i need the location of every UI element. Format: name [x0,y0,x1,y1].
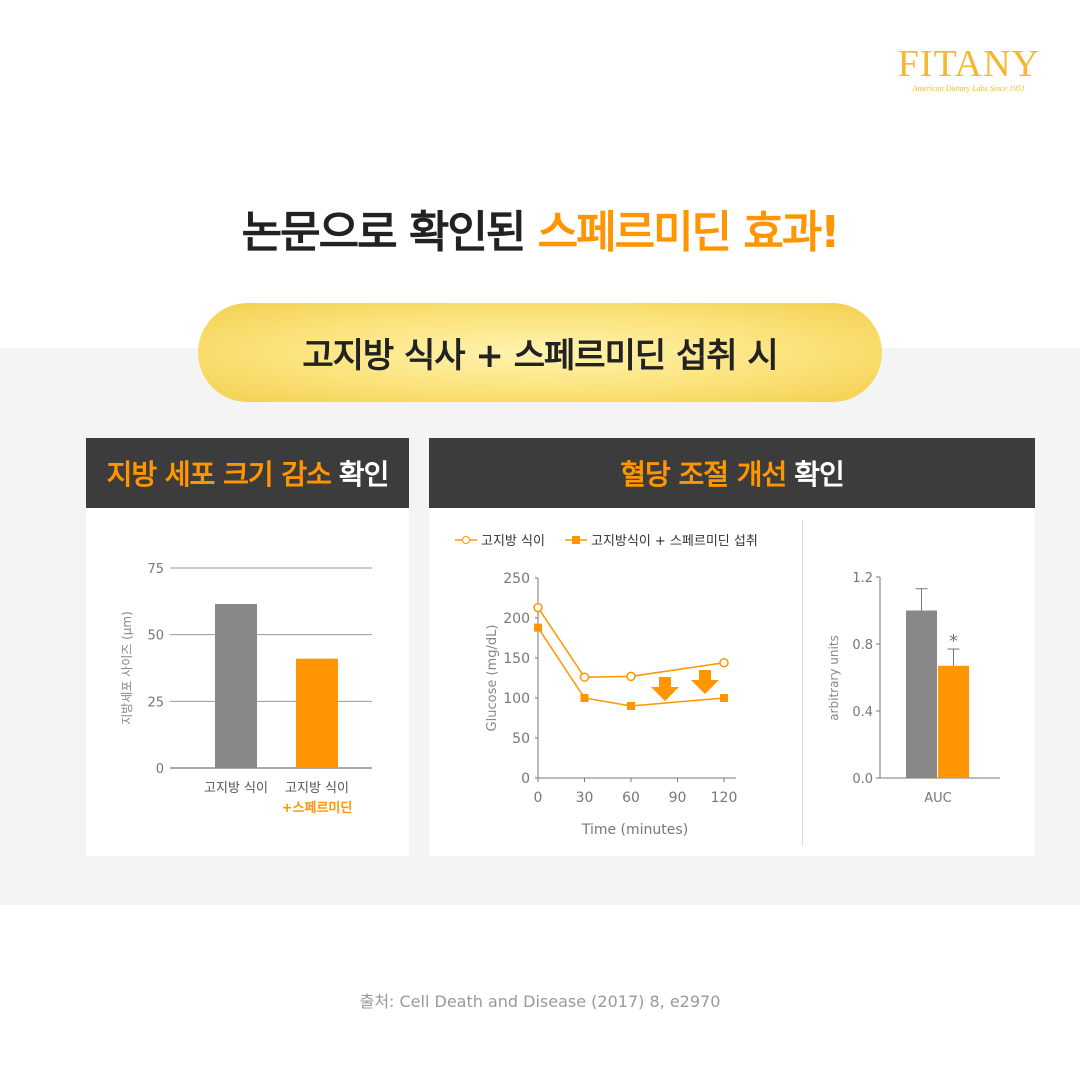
y-tick-label: 0 [521,771,530,787]
panel-header: 혈당 조절 개선 확인 [429,438,1035,508]
x-tick-label: 고지방 식이 [204,781,268,796]
x-axis-label: Time (minutes) [581,822,688,838]
data-point [579,672,590,682]
bar [938,665,969,778]
series-line [537,607,725,678]
bar [906,610,937,778]
y-tick-label: 50 [147,629,164,644]
data-point [580,694,589,702]
title-highlight: 스페르미딘 효과! [537,207,841,258]
y-tick-label: 0.4 [852,705,873,720]
legend-marker [572,536,580,544]
y-tick-label: 1.2 [852,571,873,586]
down-arrow-icon [691,670,719,694]
divider [802,520,803,846]
y-tick-label: 75 [147,562,164,577]
data-point [626,671,636,682]
y-tick-label: 200 [503,611,530,627]
panel-header: 지방 세포 크기 감소 확인 [86,438,409,508]
x-tick-label: 90 [669,790,687,806]
y-tick-label: 150 [503,651,530,667]
condition-pill: 고지방 식사 + 스페르미딘 섭취 시 [198,303,882,402]
y-tick-label: 250 [503,571,530,587]
series-line [537,627,725,707]
legend-marker [462,536,470,544]
x-tick-label: 30 [576,790,594,806]
page-title: 논문으로 확인된 스페르미딘 효과! [0,196,1080,260]
bar [215,604,257,768]
x-tick-label: +스페르미딘 [282,800,353,816]
data-point [720,694,728,702]
x-axis-label: AUC [924,791,952,806]
y-axis-label: Glucose (mg/dL) [485,625,500,732]
logo-name: FITANY [897,43,1040,85]
y-tick-label: 0.0 [852,772,873,787]
header-highlight: 혈당 조절 개선 [620,458,787,491]
y-tick-label: 0 [156,762,164,777]
header-highlight: 지방 세포 크기 감소 [106,458,332,491]
data-point [719,658,729,668]
header-rest: 확인 [338,458,390,491]
legend-label: 고지방 식이 [481,534,545,549]
legend-label: 고지방식이 + 스페르미딘 섭취 [591,534,758,549]
header-rest: 확인 [794,458,845,491]
logo-tagline: American Dietary Labs Since 1951 [912,84,1026,93]
data-point [534,623,542,632]
bar [296,658,338,768]
title-part1: 논문으로 확인된 [241,207,538,258]
x-tick-label: 고지방 식이 [285,781,349,796]
significance-marker: * [949,631,958,652]
x-tick-label: 60 [622,790,640,806]
y-tick-label: 50 [512,731,530,747]
data-point [533,602,543,613]
data-point [627,702,635,710]
x-tick-label: 120 [711,790,738,806]
y-tick-label: 100 [503,691,530,707]
y-tick-label: 0.8 [852,638,873,653]
brand-logo: FITANY American Dietary Labs Since 1951 [898,44,1040,93]
y-tick-label: 25 [147,695,164,710]
source-citation: 출처: Cell Death and Disease (2017) 8, e29… [359,992,721,1011]
down-arrow-icon [651,677,679,701]
y-axis-label: 지방세포 사이즈 (µm) [120,611,134,725]
x-tick-label: 0 [534,790,543,806]
y-axis-label: arbitrary units [827,635,841,721]
